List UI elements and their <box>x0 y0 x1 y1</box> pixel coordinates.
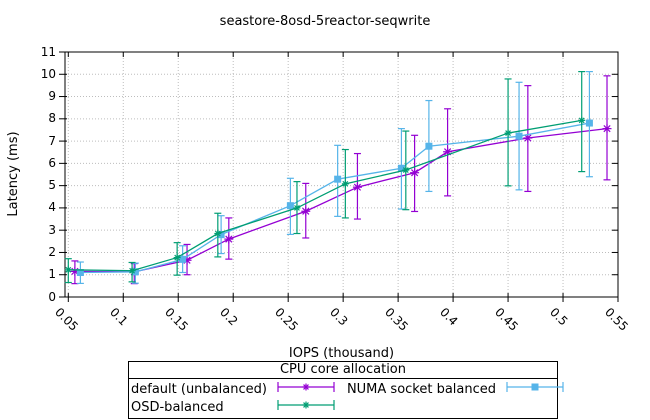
series-osd-balanced <box>64 70 586 284</box>
y-tick-label: 2 <box>48 244 56 259</box>
y-tick-label: 11 <box>40 44 56 59</box>
y-tick-label: 5 <box>48 178 56 193</box>
series-default-unbalanced <box>70 75 612 285</box>
series-numa-socket-balanced <box>76 70 593 285</box>
plot-border-and-ticks <box>59 51 619 302</box>
legend-box: CPU core allocation default (unbalanced)… <box>128 361 564 419</box>
legend-entry-label: OSD-balanced <box>131 399 224 415</box>
y-tick-label: 4 <box>48 200 56 215</box>
y-tick-label: 0 <box>48 289 56 304</box>
chart-title: seastore-8osd-5reactor-seqwrite <box>219 14 431 29</box>
legend-entry-osd-balanced: OSD-balanced <box>131 398 337 416</box>
y-tick-label: 8 <box>48 111 56 126</box>
legend-sample-asterisk-icon <box>275 398 337 416</box>
legend-sample-asterisk-icon <box>275 380 337 398</box>
x-axis-title: IOPS (thousand) <box>288 346 395 361</box>
y-tick-label: 9 <box>48 89 56 104</box>
legend-title: CPU core allocation <box>129 362 557 379</box>
y-tick-label: 3 <box>48 222 56 237</box>
y-tick-label: 10 <box>40 66 56 81</box>
legend-entry-label: NUMA socket balanced <box>346 381 497 397</box>
y-tick-label: 6 <box>48 155 56 170</box>
legend-sample-square-icon <box>504 380 566 398</box>
gridlines <box>65 52 618 297</box>
legend-entry-numa-socket-balanced: NUMA socket balanced <box>347 380 566 398</box>
y-tick-label: 1 <box>48 267 56 282</box>
legend-entry-default-unbalanced: default (unbalanced) <box>131 380 337 398</box>
legend-entries: default (unbalanced) OSD-balanced NUMA soc… <box>129 379 564 418</box>
y-tick-label: 7 <box>48 133 56 148</box>
legend-entry-label: default (unbalanced) <box>131 381 267 397</box>
